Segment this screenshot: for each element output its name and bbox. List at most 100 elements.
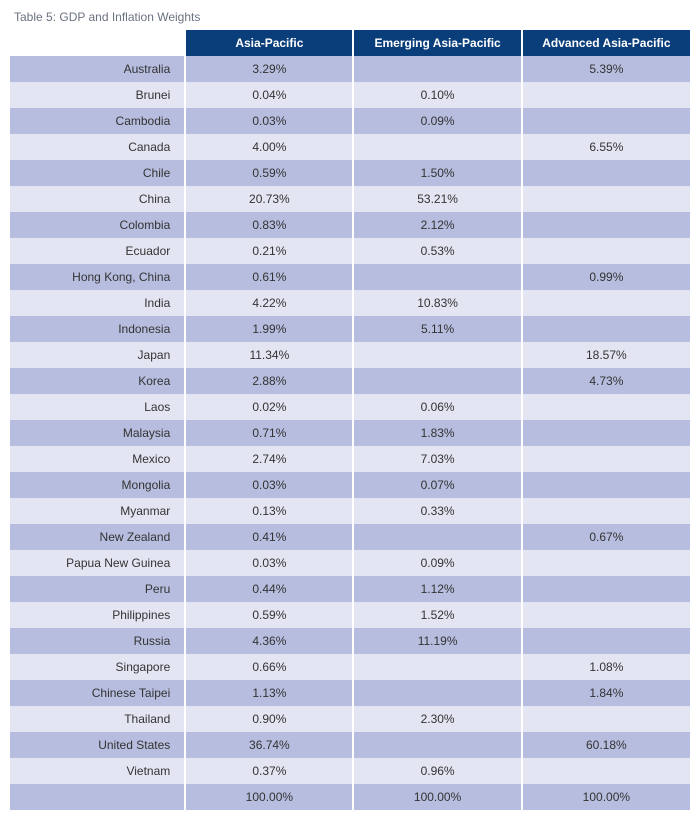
country-cell: Indonesia (10, 316, 185, 342)
value-cell-eap: 1.52% (353, 602, 521, 628)
table-row: Cambodia0.03%0.09% (10, 108, 690, 134)
country-cell: Brunei (10, 82, 185, 108)
value-cell-ap: 0.59% (185, 160, 353, 186)
country-cell: Myanmar (10, 498, 185, 524)
country-cell: Chile (10, 160, 185, 186)
value-cell-aap (522, 628, 690, 654)
value-cell-eap (353, 654, 521, 680)
value-cell-eap: 5.11% (353, 316, 521, 342)
value-cell-eap: 0.06% (353, 394, 521, 420)
value-cell-ap: 4.36% (185, 628, 353, 654)
value-cell-ap: 0.13% (185, 498, 353, 524)
table-row: India4.22%10.83% (10, 290, 690, 316)
value-cell-eap (353, 342, 521, 368)
table-row: China20.73%53.21% (10, 186, 690, 212)
table-row: Papua New Guinea0.03%0.09% (10, 550, 690, 576)
country-cell: Malaysia (10, 420, 185, 446)
country-cell: Peru (10, 576, 185, 602)
value-cell-ap: 2.88% (185, 368, 353, 394)
country-cell: Mexico (10, 446, 185, 472)
header-advanced-asia-pacific: Advanced Asia-Pacific (522, 30, 690, 56)
country-cell: Chinese Taipei (10, 680, 185, 706)
country-cell: Philippines (10, 602, 185, 628)
value-cell-eap (353, 56, 521, 82)
country-cell: Singapore (10, 654, 185, 680)
value-cell-aap (522, 108, 690, 134)
country-cell: Colombia (10, 212, 185, 238)
value-cell-eap (353, 134, 521, 160)
value-cell-ap: 0.59% (185, 602, 353, 628)
country-cell: China (10, 186, 185, 212)
table-row: Brunei0.04%0.10% (10, 82, 690, 108)
table-row: Korea2.88%4.73% (10, 368, 690, 394)
country-cell: Japan (10, 342, 185, 368)
country-cell: Thailand (10, 706, 185, 732)
value-cell-ap: 0.90% (185, 706, 353, 732)
country-cell: Mongolia (10, 472, 185, 498)
table-total-row: 100.00%100.00%100.00% (10, 784, 690, 810)
country-cell: India (10, 290, 185, 316)
header-blank (10, 30, 185, 56)
value-cell-eap (353, 264, 521, 290)
country-cell: Canada (10, 134, 185, 160)
table-title: Table 5: GDP and Inflation Weights (14, 10, 690, 24)
country-cell: Australia (10, 56, 185, 82)
table-row: United States36.74%60.18% (10, 732, 690, 758)
total-cell-aap: 100.00% (522, 784, 690, 810)
value-cell-aap (522, 498, 690, 524)
value-cell-eap: 1.83% (353, 420, 521, 446)
value-cell-eap (353, 732, 521, 758)
value-cell-aap (522, 212, 690, 238)
value-cell-ap: 0.44% (185, 576, 353, 602)
country-cell: United States (10, 732, 185, 758)
value-cell-ap: 4.00% (185, 134, 353, 160)
value-cell-ap: 1.13% (185, 680, 353, 706)
value-cell-ap: 0.41% (185, 524, 353, 550)
value-cell-aap (522, 758, 690, 784)
value-cell-eap: 0.96% (353, 758, 521, 784)
value-cell-ap: 11.34% (185, 342, 353, 368)
table-row: Malaysia0.71%1.83% (10, 420, 690, 446)
value-cell-aap: 5.39% (522, 56, 690, 82)
value-cell-aap: 1.08% (522, 654, 690, 680)
table-row: Laos0.02%0.06% (10, 394, 690, 420)
value-cell-ap: 0.66% (185, 654, 353, 680)
value-cell-aap: 18.57% (522, 342, 690, 368)
value-cell-aap (522, 160, 690, 186)
value-cell-ap: 0.02% (185, 394, 353, 420)
country-cell: Cambodia (10, 108, 185, 134)
value-cell-ap: 36.74% (185, 732, 353, 758)
value-cell-aap (522, 706, 690, 732)
value-cell-eap (353, 680, 521, 706)
value-cell-eap: 0.53% (353, 238, 521, 264)
value-cell-aap: 1.84% (522, 680, 690, 706)
value-cell-eap (353, 524, 521, 550)
value-cell-aap (522, 420, 690, 446)
value-cell-aap (522, 186, 690, 212)
table-row: Thailand0.90%2.30% (10, 706, 690, 732)
table-header-row: Asia-Pacific Emerging Asia-Pacific Advan… (10, 30, 690, 56)
table-row: New Zealand0.41%0.67% (10, 524, 690, 550)
value-cell-eap: 2.30% (353, 706, 521, 732)
value-cell-ap: 4.22% (185, 290, 353, 316)
country-cell: New Zealand (10, 524, 185, 550)
value-cell-eap: 1.50% (353, 160, 521, 186)
country-cell: Vietnam (10, 758, 185, 784)
value-cell-aap (522, 238, 690, 264)
total-cell-eap: 100.00% (353, 784, 521, 810)
value-cell-aap (522, 602, 690, 628)
table-row: Myanmar0.13%0.33% (10, 498, 690, 524)
value-cell-aap (522, 576, 690, 602)
value-cell-ap: 3.29% (185, 56, 353, 82)
value-cell-ap: 0.04% (185, 82, 353, 108)
value-cell-aap: 6.55% (522, 134, 690, 160)
value-cell-aap: 4.73% (522, 368, 690, 394)
table-row: Singapore0.66% 1.08% (10, 654, 690, 680)
header-emerging-asia-pacific: Emerging Asia-Pacific (353, 30, 521, 56)
value-cell-ap: 0.61% (185, 264, 353, 290)
table-row: Colombia0.83%2.12% (10, 212, 690, 238)
value-cell-eap: 0.07% (353, 472, 521, 498)
value-cell-ap: 0.21% (185, 238, 353, 264)
table-row: Peru0.44%1.12% (10, 576, 690, 602)
table-row: Philippines0.59%1.52% (10, 602, 690, 628)
